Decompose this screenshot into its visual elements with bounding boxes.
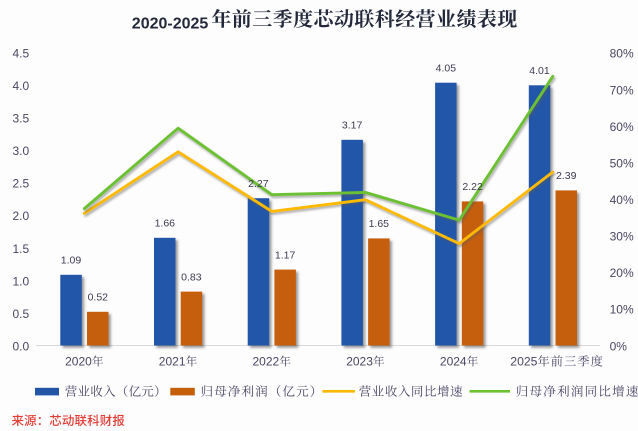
svg-text:2021: 2021 — [159, 355, 186, 369]
svg-text:2020: 2020 — [65, 355, 92, 369]
svg-text:2022: 2022 — [253, 355, 280, 369]
svg-text:80%: 80% — [610, 47, 634, 61]
svg-text:2.39: 2.39 — [556, 170, 577, 182]
svg-text:70%: 70% — [610, 83, 634, 97]
svg-text:2.5: 2.5 — [13, 177, 30, 191]
svg-text:1.0: 1.0 — [13, 274, 30, 288]
svg-text:40%: 40% — [610, 193, 634, 207]
svg-text:0.0: 0.0 — [13, 339, 30, 353]
svg-text:3.5: 3.5 — [13, 112, 30, 126]
svg-text:0.52: 0.52 — [88, 292, 109, 304]
svg-text:20%: 20% — [610, 266, 634, 280]
svg-text:10%: 10% — [610, 303, 634, 317]
svg-text:50%: 50% — [610, 156, 634, 170]
svg-text:4.5: 4.5 — [13, 47, 30, 61]
svg-text:60%: 60% — [610, 120, 634, 134]
svg-text:0.83: 0.83 — [181, 271, 202, 283]
svg-text:2025: 2025 — [510, 355, 537, 369]
svg-text:2.27: 2.27 — [248, 178, 269, 190]
svg-text:3.0: 3.0 — [13, 144, 30, 158]
svg-text:1.09: 1.09 — [61, 255, 82, 267]
svg-text:2024: 2024 — [440, 355, 467, 369]
svg-text:2.22: 2.22 — [462, 181, 483, 193]
svg-text:1.66: 1.66 — [155, 218, 176, 230]
svg-text:1.17: 1.17 — [275, 249, 296, 261]
svg-text:1.65: 1.65 — [369, 218, 390, 230]
svg-text:0.5: 0.5 — [13, 307, 30, 321]
svg-text:4.01: 4.01 — [529, 65, 550, 77]
svg-text:3.17: 3.17 — [342, 120, 363, 132]
svg-text:0%: 0% — [610, 339, 628, 353]
svg-text:2020-2025: 2020-2025 — [132, 15, 209, 32]
svg-text:1.5: 1.5 — [13, 242, 30, 256]
svg-text:2023: 2023 — [346, 355, 373, 369]
svg-text:4.05: 4.05 — [436, 62, 457, 74]
svg-text:2.0: 2.0 — [13, 209, 30, 223]
svg-text:4.0: 4.0 — [13, 79, 30, 93]
svg-text:30%: 30% — [610, 230, 634, 244]
